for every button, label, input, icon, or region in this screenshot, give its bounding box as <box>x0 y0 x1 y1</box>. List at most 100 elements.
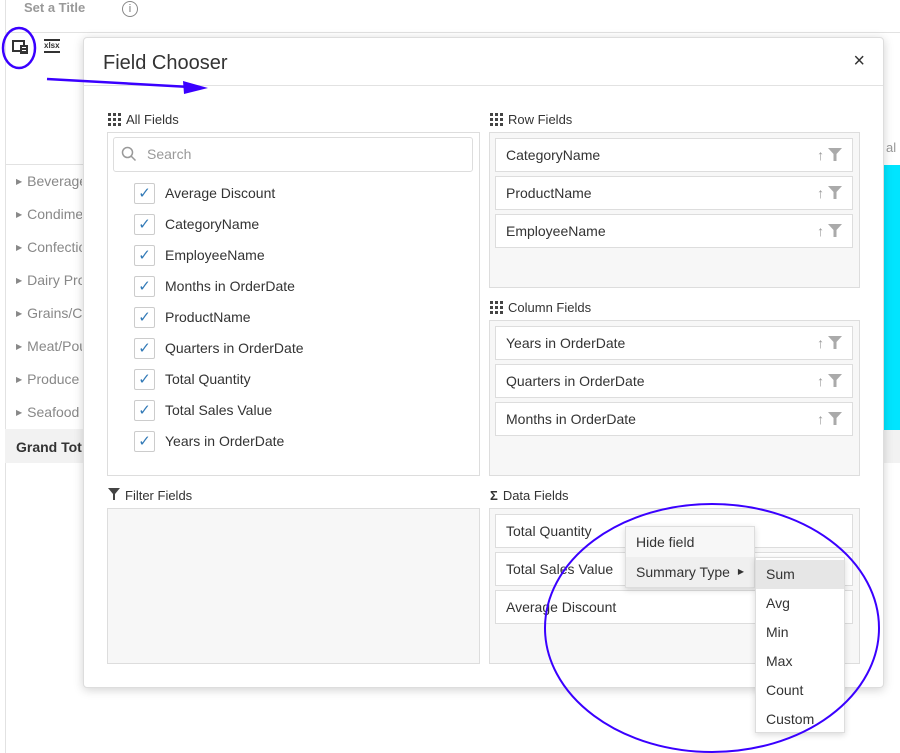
sort-arrow-icon[interactable]: ↑ <box>817 185 825 201</box>
context-menu: Hide field Summary Type ▶ <box>625 526 755 588</box>
filter-fields-header: Filter Fields <box>108 488 192 503</box>
field-label: Total Quantity <box>506 523 592 539</box>
summary-option[interactable]: Avg <box>766 595 790 611</box>
menu-item-label: Summary Type <box>636 564 730 580</box>
field-checkbox[interactable]: ✓ <box>134 245 155 266</box>
divider <box>5 32 900 33</box>
row-header[interactable]: ▶Confections <box>16 239 82 255</box>
grand-total-label: Grand Total <box>16 439 82 455</box>
sort-arrow-icon[interactable]: ↑ <box>817 373 825 389</box>
section-label: Filter Fields <box>125 488 193 503</box>
summary-option[interactable]: Min <box>766 624 789 640</box>
filter-icon[interactable] <box>828 366 842 397</box>
field-checkbox[interactable]: ✓ <box>134 307 155 328</box>
column-fields-item[interactable]: Years in OrderDate ↑ <box>495 326 853 360</box>
row-label: Condiments <box>27 206 82 222</box>
field-checkbox[interactable]: ✓ <box>134 183 155 204</box>
row-label: Produce <box>27 371 80 387</box>
column-header: al C <box>886 140 900 155</box>
section-label: Data Fields <box>502 488 569 503</box>
row-header[interactable]: ▶Condiments <box>16 206 82 222</box>
field-checkbox[interactable]: ✓ <box>134 276 155 297</box>
row-label: Meat/Poultry <box>27 338 82 354</box>
field-label: Years in OrderDate <box>506 335 626 351</box>
summary-option[interactable]: Custom <box>766 711 815 727</box>
field-label: EmployeeName <box>165 247 265 263</box>
field-checkbox[interactable]: ✓ <box>134 431 155 452</box>
row-header[interactable]: ▶Grains/Cereals <box>16 305 82 321</box>
row-header[interactable]: ▶ Seafood <box>16 404 80 420</box>
field-label: Total Quantity <box>165 371 251 387</box>
field-label: Months in OrderDate <box>506 411 636 427</box>
grid-icon <box>490 113 503 126</box>
row-label: Beverages <box>27 173 82 189</box>
row-fields-item[interactable]: ProductName ↑ <box>495 176 853 210</box>
grand-total-row <box>5 429 83 463</box>
grand-total-cell <box>884 430 900 463</box>
row-label: Dairy Products <box>27 272 82 288</box>
search-input[interactable]: Search <box>113 137 473 172</box>
filter-icon[interactable] <box>828 216 842 247</box>
row-header[interactable]: ▶Beverages <box>16 173 82 189</box>
summary-option[interactable]: Sum <box>756 560 844 589</box>
grid-icon <box>108 113 121 126</box>
dialog-title: Field Chooser <box>103 52 228 74</box>
sort-arrow-icon[interactable]: ↑ <box>817 335 825 351</box>
filter-icon[interactable] <box>828 328 842 359</box>
all-fields-panel <box>107 132 480 476</box>
field-chooser-icon[interactable] <box>12 39 30 58</box>
row-fields-item[interactable]: CategoryName ↑ <box>495 138 853 172</box>
filter-fields-dropzone[interactable] <box>107 508 480 664</box>
summary-option[interactable]: Count <box>766 682 804 698</box>
field-label: Months in OrderDate <box>165 278 295 294</box>
column-fields-header: Column Fields <box>490 300 591 315</box>
row-header[interactable]: ▶Meat/Poultry <box>16 338 82 354</box>
field-label: ProductName <box>506 185 592 201</box>
field-label: Total Sales Value <box>506 561 614 577</box>
field-checkbox[interactable]: ✓ <box>134 338 155 359</box>
field-checkbox[interactable]: ✓ <box>134 400 155 421</box>
export-xlsx-icon[interactable]: xlsx <box>44 39 60 53</box>
divider <box>84 85 883 86</box>
sort-arrow-icon[interactable]: ↑ <box>817 411 825 427</box>
sort-arrow-icon[interactable]: ↑ <box>817 147 825 163</box>
info-icon[interactable]: i <box>122 1 138 17</box>
grid-icon <box>490 301 503 314</box>
section-label: Column Fields <box>508 300 592 315</box>
row-header[interactable]: ▶ Produce <box>16 371 80 387</box>
menu-item-hide-field[interactable]: Hide field <box>636 534 695 550</box>
summary-option[interactable]: Max <box>766 653 793 669</box>
field-checkbox[interactable]: ✓ <box>134 214 155 235</box>
filter-icon[interactable] <box>828 140 842 171</box>
field-label: Years in OrderDate <box>165 433 285 449</box>
menu-item-summary-type[interactable]: Summary Type ▶ <box>626 557 754 587</box>
field-label: EmployeeName <box>506 223 606 239</box>
filter-icon <box>108 488 120 503</box>
filter-icon[interactable] <box>828 178 842 209</box>
filter-icon[interactable] <box>828 404 842 435</box>
row-header[interactable]: ▶Dairy Products <box>16 272 82 288</box>
row-label: Grains/Cereals <box>27 305 82 321</box>
column-fields-item[interactable]: Quarters in OrderDate ↑ <box>495 364 853 398</box>
field-label: CategoryName <box>165 216 260 232</box>
report-title[interactable]: Set a Title <box>24 0 86 15</box>
row-fields-header: Row Fields <box>490 112 572 127</box>
field-label: CategoryName <box>506 147 601 163</box>
row-fields-item[interactable]: EmployeeName ↑ <box>495 214 853 248</box>
search-icon <box>121 146 137 165</box>
column-fields-item[interactable]: Months in OrderDate ↑ <box>495 402 853 436</box>
field-label: Average Discount <box>165 185 276 201</box>
all-fields-header: All Fields <box>108 112 179 127</box>
row-label: Seafood <box>27 404 80 420</box>
close-button[interactable]: × <box>853 50 865 72</box>
sort-arrow-icon[interactable]: ↑ <box>817 223 825 239</box>
highlighted-column <box>884 165 900 430</box>
row-label: Confections <box>27 239 82 255</box>
caret-right-icon: ▶ <box>737 567 744 576</box>
data-fields-header: Σ Data Fields <box>490 488 569 503</box>
field-checkbox[interactable]: ✓ <box>134 369 155 390</box>
divider <box>5 164 85 165</box>
field-label: Quarters in OrderDate <box>165 340 304 356</box>
sigma-icon: Σ <box>490 488 498 503</box>
divider <box>5 0 6 753</box>
